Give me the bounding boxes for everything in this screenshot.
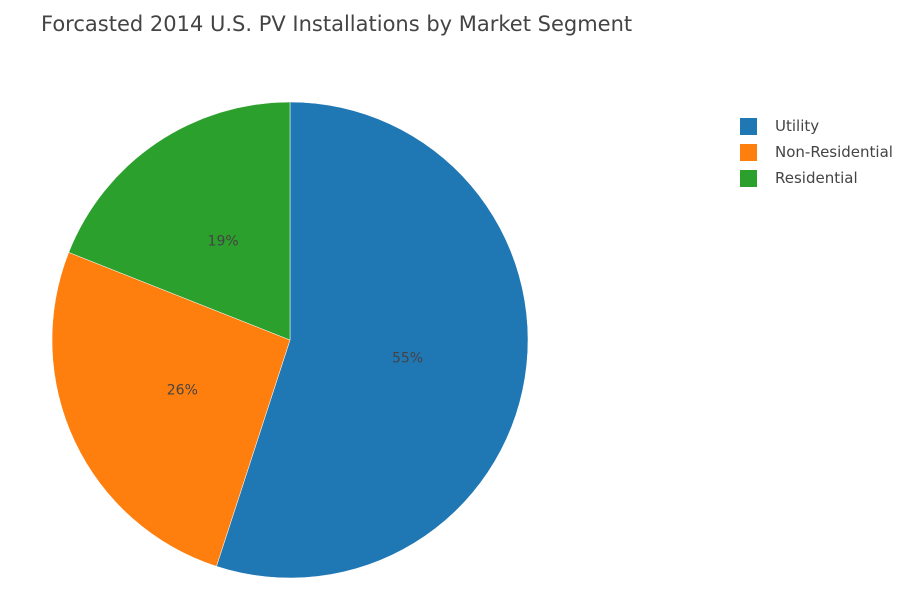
legend: Utility Non-Residential Residential bbox=[740, 113, 893, 191]
legend-label-utility: Utility bbox=[775, 117, 820, 135]
slice-label-residential: 19% bbox=[208, 234, 239, 250]
pie-slice-non-residential[interactable] bbox=[51, 252, 291, 567]
legend-swatch-residential bbox=[740, 169, 757, 187]
chart-title: Forcasted 2014 U.S. PV Installations by … bbox=[41, 12, 633, 36]
legend-swatch-utility bbox=[740, 117, 757, 135]
pie-slice-residential[interactable] bbox=[68, 101, 291, 341]
legend-item-non-residential[interactable]: Non-Residential bbox=[740, 139, 893, 165]
pie-slice-utility[interactable] bbox=[216, 101, 529, 579]
legend-swatch-non-residential bbox=[740, 143, 757, 161]
legend-item-residential[interactable]: Residential bbox=[740, 165, 893, 191]
legend-label-non-residential: Non-Residential bbox=[775, 143, 893, 161]
legend-label-residential: Residential bbox=[775, 169, 858, 187]
legend-item-utility[interactable]: Utility bbox=[740, 113, 893, 139]
slice-label-utility: 55% bbox=[392, 351, 423, 367]
slice-label-non-residential: 26% bbox=[167, 383, 198, 399]
